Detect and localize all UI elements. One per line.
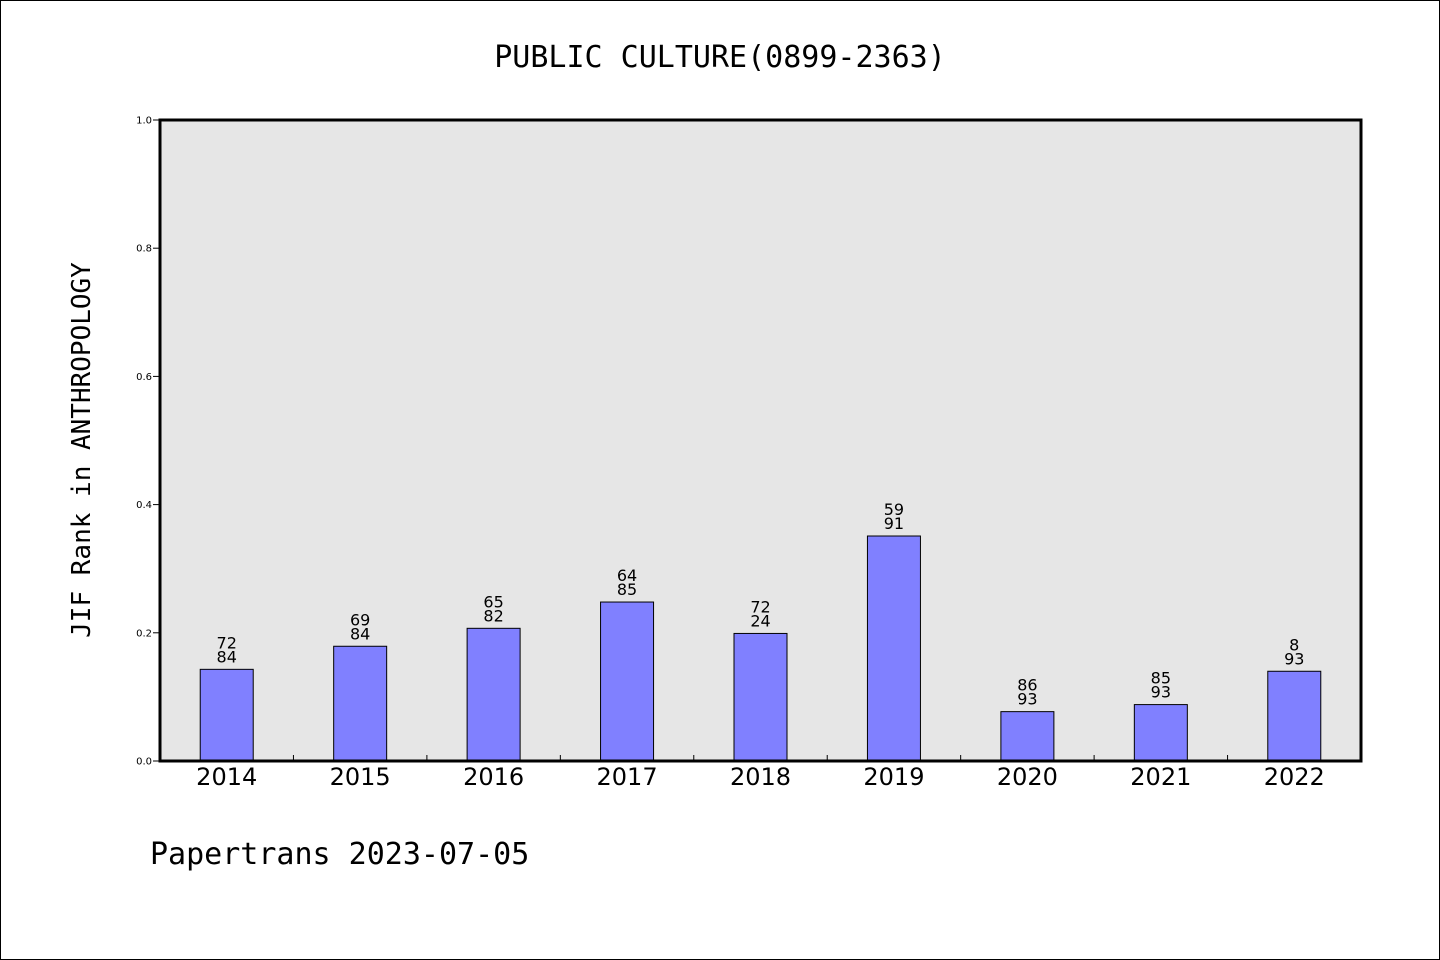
bar-2018 [733,632,788,762]
x-tick-label: 2017 [597,763,658,791]
x-tick-label: 2022 [1264,763,1325,791]
bar-2017 [600,601,655,762]
bar-2022 [1267,670,1322,762]
y-tick-label: 0.2 [136,628,152,639]
bar-label-top: 8 [1289,635,1299,654]
x-tick-label: 2018 [730,763,791,791]
bar-label-top: 65 [483,592,503,611]
chart-title: PUBLIC CULTURE(0899-2363) [494,40,946,75]
y-axis-label: JIF Rank in ANTHROPOLOGY [67,262,97,638]
footer-credit: Papertrans 2023-07-05 [150,837,529,872]
bar-2016 [466,627,521,762]
bar-label-bottom: 82 [483,606,503,625]
x-tick-label: 2015 [330,763,391,791]
x-tick-label: 2014 [196,763,257,791]
x-tick-label: 2016 [463,763,524,791]
bar-label-top: 85 [1151,669,1171,688]
bar-label-top: 72 [217,633,237,652]
x-tick-label: 2019 [863,763,924,791]
bar-label-bottom: 93 [1017,690,1037,709]
ticks-layer: 0.0 0.2 0.4 0.6 0.8 1.0 2014 2015 2016 2017 2018 20… [136,116,1325,792]
y-tick-label: 0.0 [136,757,152,768]
bar-2020 [1000,711,1055,762]
x-tick-label: 2021 [1130,763,1191,791]
bar-label-bottom: 24 [750,611,770,630]
bar-label-bottom: 93 [1151,683,1171,702]
y-tick-label: 0.8 [136,244,152,255]
bar-label-top: 72 [750,597,770,616]
bar-label-bottom: 93 [1284,649,1304,668]
bar-label-top: 69 [350,610,370,629]
bar-label-bottom: 91 [884,514,904,533]
bar-2021 [1133,704,1188,762]
y-tick-label: 0.6 [136,372,152,383]
bar-2014 [199,668,254,762]
bar-2015 [333,645,388,762]
bar-label-top: 64 [617,566,637,585]
x-tick-label: 2020 [997,763,1058,791]
plot-border [158,118,1363,763]
y-tick-label: 0.4 [136,500,152,511]
bar-label-bottom: 84 [217,647,237,666]
bar-2019 [866,535,921,762]
bar-label-top: 59 [884,500,904,519]
bar-label-top: 86 [1017,676,1037,695]
bar-label-bottom: 84 [350,624,370,643]
bar-label-bottom: 85 [617,580,637,599]
y-tick-label: 1.0 [136,116,152,127]
